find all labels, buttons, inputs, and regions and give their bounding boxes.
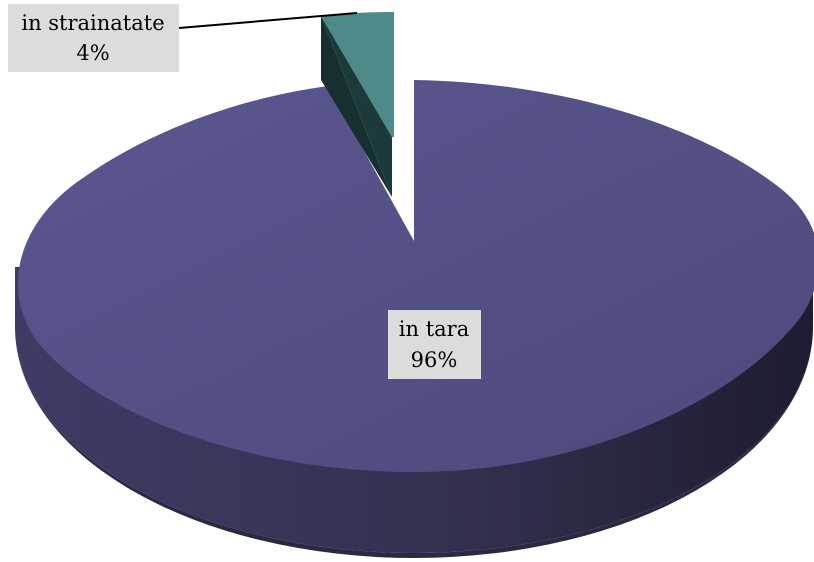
slice-in-strainatate-face: [321, 12, 394, 137]
data-label-in-strainatate: in strainatate 4%: [8, 4, 179, 72]
slice-in-strainatate-side-left: [321, 16, 392, 197]
slice-in-tara: [18, 80, 814, 472]
slice-label-in-tara: in tara: [399, 317, 469, 341]
data-label-in-tara: in tara 96%: [388, 310, 481, 379]
slice-percent-in-strainatate: 4%: [76, 41, 109, 65]
label-background: [8, 4, 179, 72]
label-background: [388, 310, 481, 379]
slice-percent-in-tara: 96%: [411, 348, 458, 372]
leader-line: [178, 12, 358, 29]
slice-label-in-strainatate: in strainatate: [21, 11, 164, 35]
